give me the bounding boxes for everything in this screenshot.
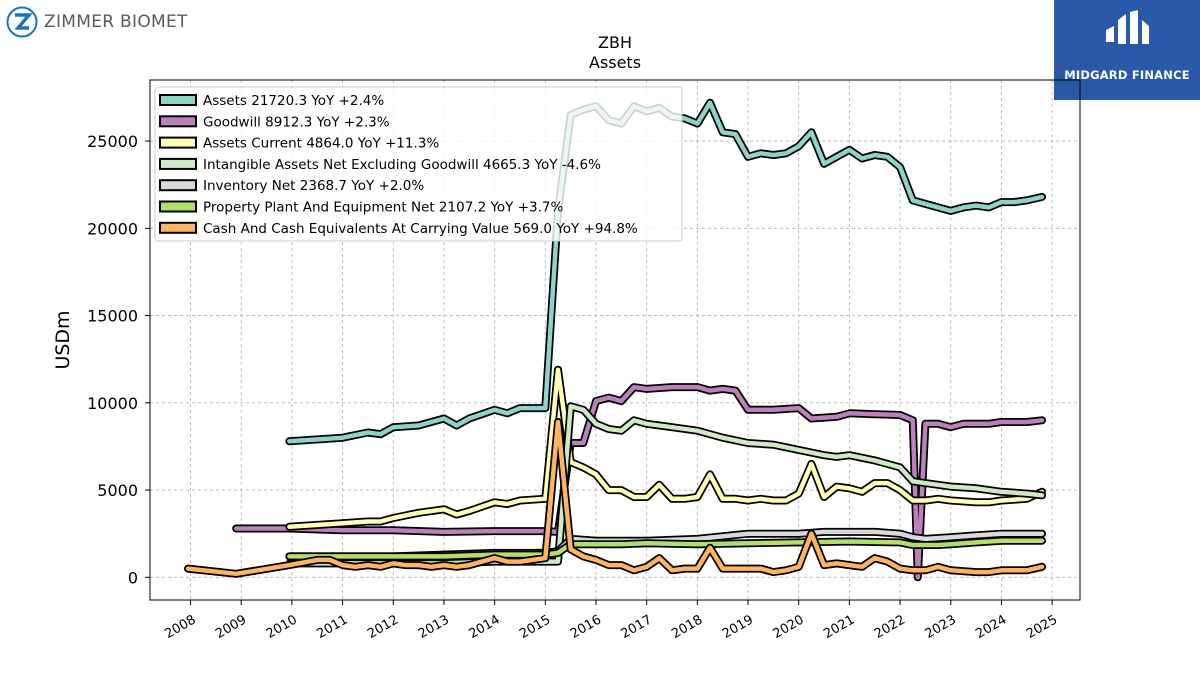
- legend-entry: Inventory Net 2368.7 YoY +2.0%: [203, 178, 424, 194]
- x-tick-label: 2022: [872, 612, 908, 642]
- series-6: [184, 418, 1046, 578]
- series-line: [185, 419, 1045, 577]
- x-tick-label: 2011: [314, 612, 350, 642]
- x-tick-label: 2012: [365, 612, 401, 642]
- y-tick-label: 0: [128, 568, 138, 587]
- y-tick-label: 20000: [87, 219, 138, 238]
- legend-entry: Assets 21720.3 YoY +2.4%: [203, 93, 384, 109]
- x-tick-label: 2023: [923, 612, 959, 642]
- chart-subtitle: Assets: [589, 53, 641, 72]
- legend-swatch: [159, 136, 197, 149]
- legend-swatch: [159, 94, 197, 106]
- series-0: [285, 98, 1046, 446]
- x-axis: 2008 2009 2010 2011 2012 2013 2014 2015 2016 2017…: [162, 600, 1060, 642]
- legend-frame: [154, 86, 683, 242]
- x-tick-label: 2014: [466, 612, 502, 642]
- series-line: [233, 384, 1045, 580]
- legend-entry: Property Plant And Equipment Net 2107.2 …: [203, 200, 563, 216]
- chart-title: ZBH: [598, 33, 632, 52]
- legend: Assets 21720.3 YoY +2.4% Goodwill 8912.3 …: [154, 86, 683, 242]
- x-tick-label: 2008: [162, 612, 198, 642]
- x-tick-label: 2015: [517, 612, 553, 642]
- series-1: [232, 383, 1046, 582]
- company-logo-text: ZIMMER BIOMET: [44, 12, 188, 32]
- company-logo: ZIMMER BIOMET: [6, 6, 188, 38]
- x-tick-label: 2009: [213, 612, 249, 642]
- midgard-logo-icon: [1106, 10, 1149, 44]
- y-tick-label: 10000: [87, 394, 138, 413]
- y-axis-label: USDm: [52, 310, 74, 369]
- x-tick-label: 2025: [1024, 612, 1060, 642]
- series-line: [287, 538, 1045, 559]
- series-lines: [184, 98, 1046, 582]
- legend-swatch: [159, 200, 197, 213]
- y-tick-label: 15000: [87, 307, 138, 326]
- x-tick-label: 2020: [771, 612, 807, 642]
- x-tick-label: 2017: [619, 612, 655, 642]
- x-tick-label: 2018: [669, 612, 705, 642]
- series-line: [287, 100, 1045, 444]
- x-tick-label: 2016: [568, 612, 604, 642]
- y-tick-label: 5000: [97, 481, 138, 500]
- x-tick-label: 2019: [720, 612, 756, 642]
- legend-entry: Assets Current 4864.0 YoY +11.3%: [203, 136, 439, 152]
- x-tick-label: 2024: [973, 612, 1009, 642]
- legend-swatch: [159, 179, 197, 192]
- x-tick-label: 2021: [821, 612, 857, 642]
- plot-frame: [149, 79, 1081, 601]
- y-axis: 0 5000 10000 15000 20000 25000: [87, 132, 150, 587]
- legend-entry: Cash And Cash Equivalents At Carrying Va…: [203, 221, 638, 237]
- series-line: [287, 367, 1045, 529]
- zimmer-biomet-logo-icon: [6, 6, 38, 38]
- midgard-finance-text: MIDGARD FINANCE: [1064, 68, 1190, 82]
- legend-entry: Goodwill 8912.3 YoY +2.3%: [203, 114, 390, 130]
- x-tick-label: 2010: [264, 612, 300, 642]
- series-outline: [285, 365, 1046, 531]
- series-2: [285, 365, 1046, 531]
- midgard-finance-badge: MIDGARD FINANCE: [1054, 0, 1200, 100]
- x-tick-label: 2013: [416, 612, 452, 642]
- legend-entry: Intangible Assets Net Excluding Goodwill…: [203, 157, 601, 173]
- legend-swatch: [159, 221, 197, 234]
- legend-swatch: [159, 157, 197, 170]
- series-5: [285, 536, 1046, 561]
- y-tick-label: 25000: [87, 132, 138, 151]
- legend-swatch: [159, 115, 197, 128]
